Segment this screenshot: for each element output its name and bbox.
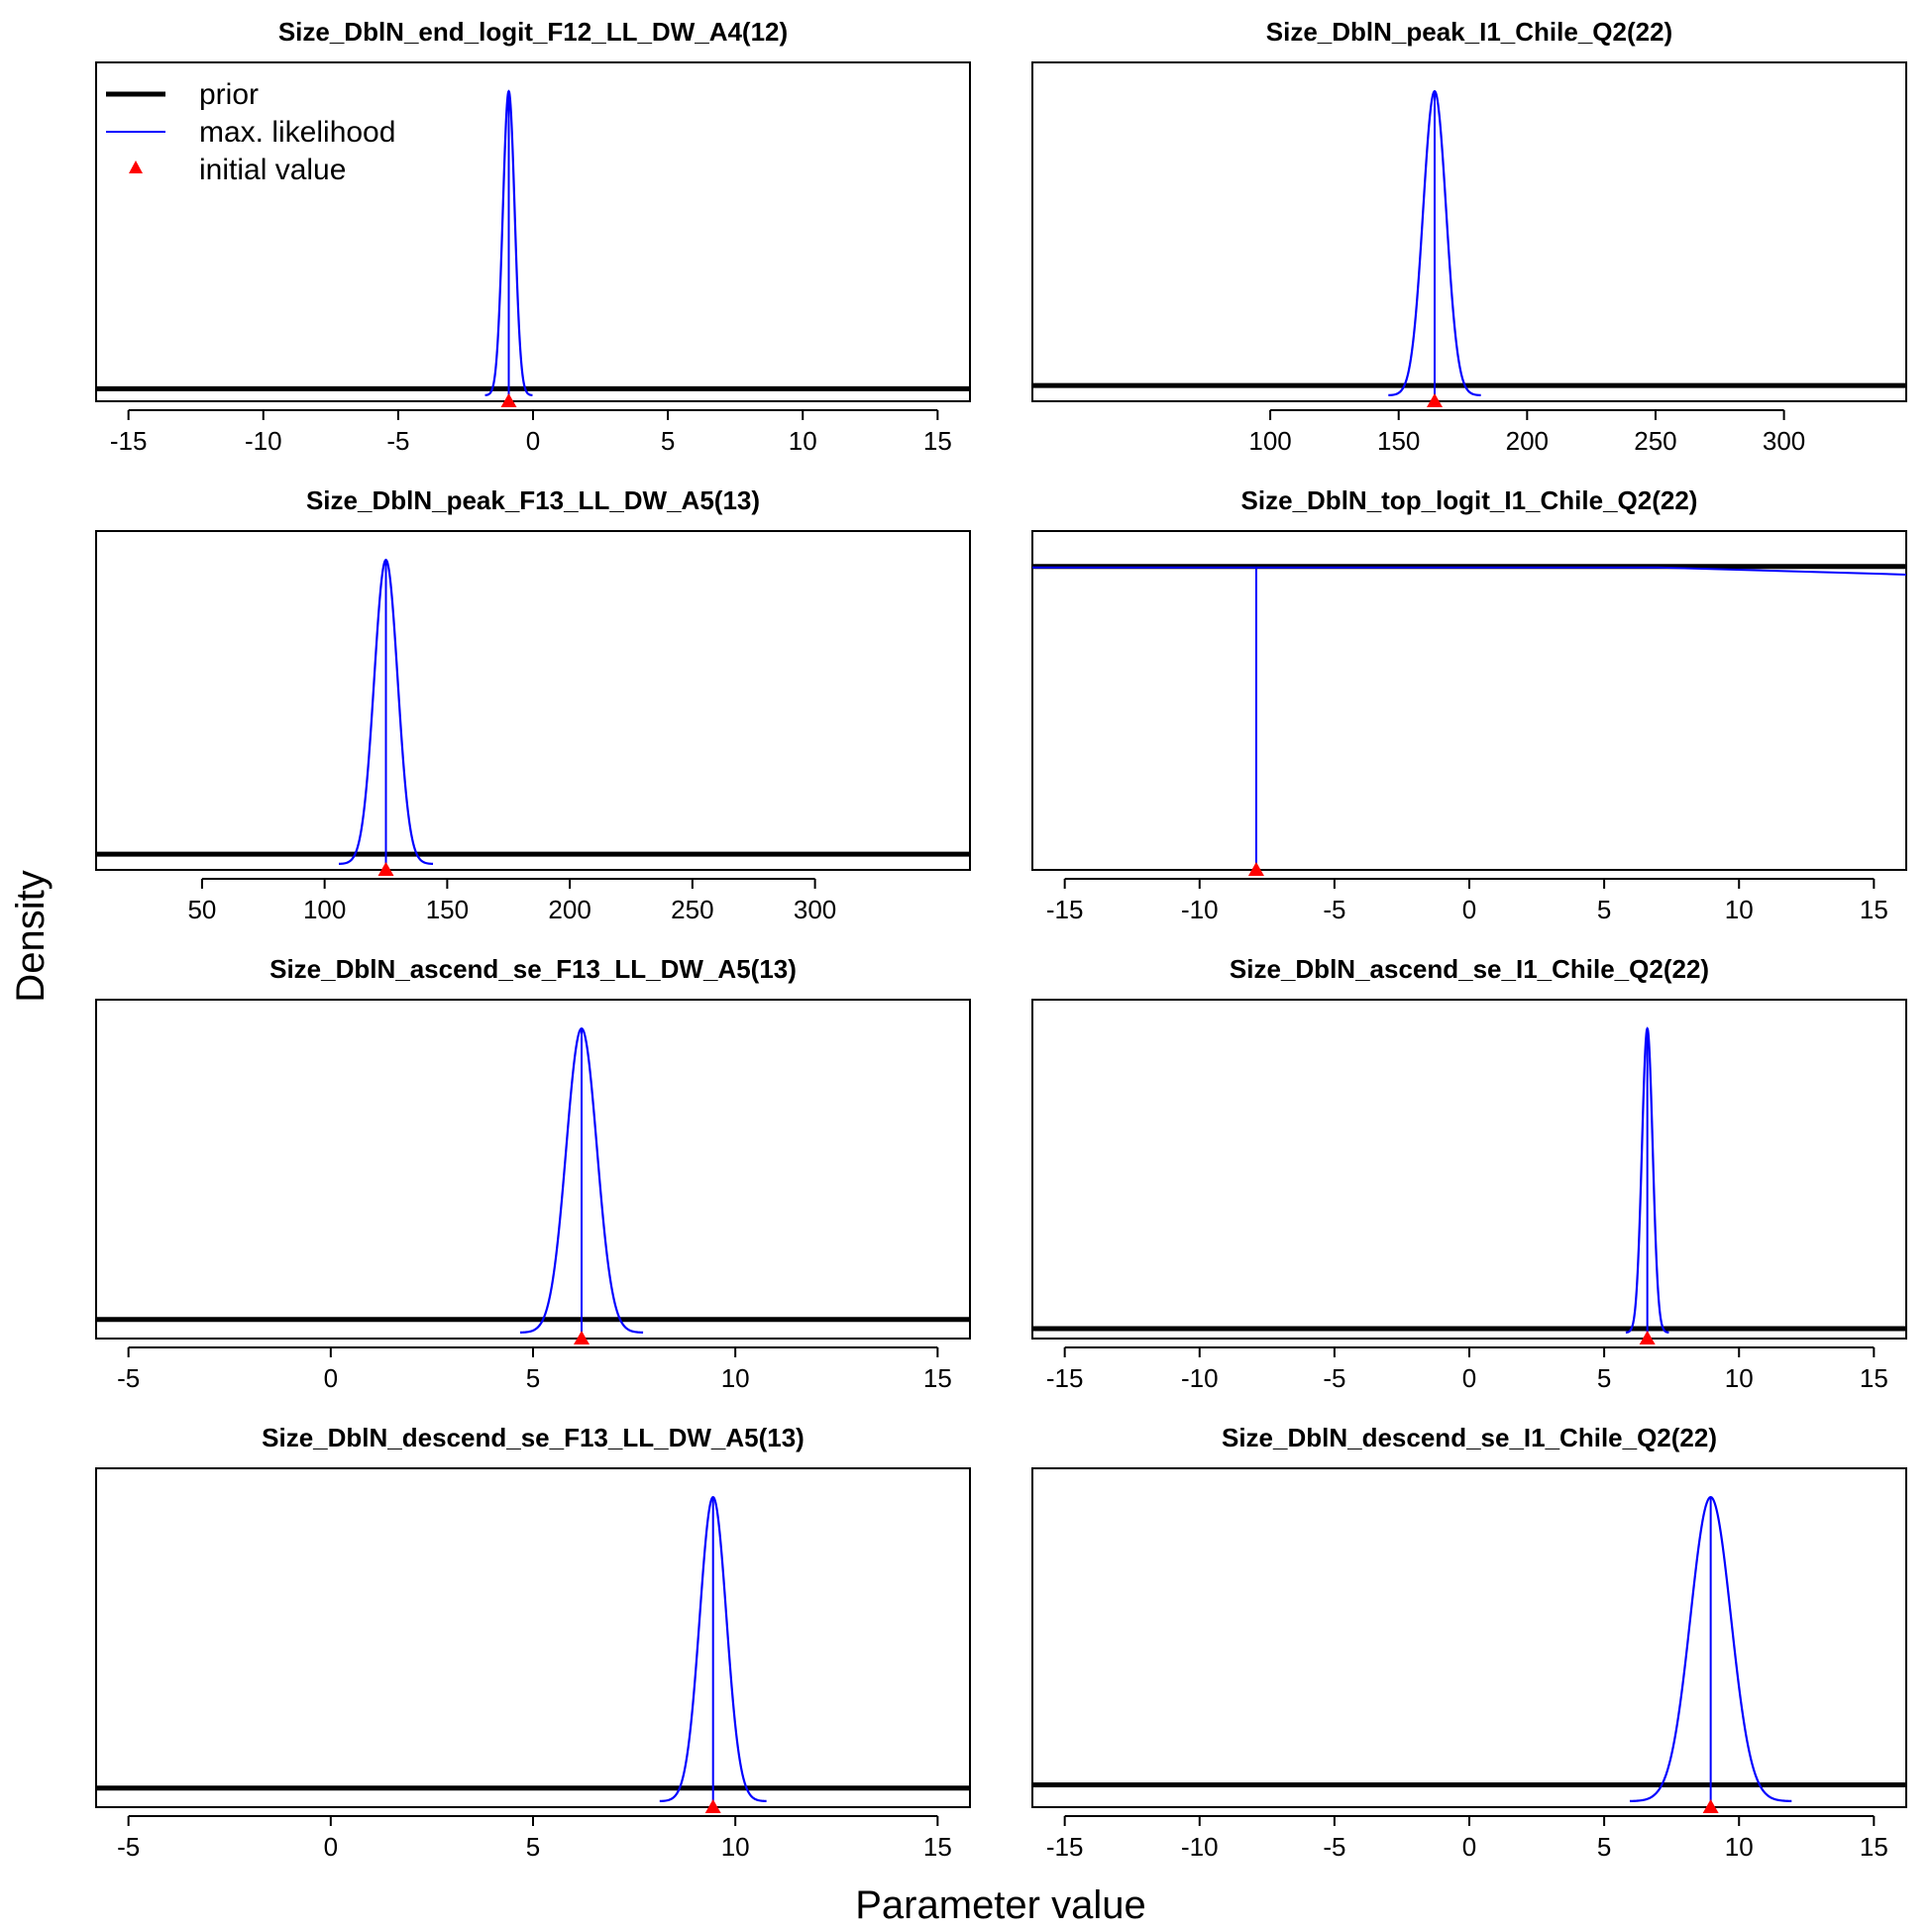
- x-tick-label: 100: [1248, 426, 1291, 456]
- max-likelihood-curve: [1032, 566, 1907, 576]
- plot-frame: [95, 1467, 971, 1808]
- x-tick-label: 5: [661, 426, 675, 456]
- plot-frame: [1031, 530, 1907, 871]
- plot-frame: [95, 999, 971, 1340]
- x-tick-label: 0: [324, 1363, 338, 1393]
- initial-value-marker: [1427, 393, 1443, 407]
- x-tick-label: 0: [526, 426, 540, 456]
- x-tick-label: 250: [671, 895, 713, 924]
- initial-value-marker: [704, 1799, 721, 1813]
- x-tick-label: -15: [1046, 895, 1084, 924]
- x-tick-label: 5: [1597, 895, 1611, 924]
- panel-3: Size_DblN_peak_F13_LL_DW_A5(13) 50 100 150 2…: [95, 485, 971, 924]
- panel-title: Size_DblN_top_logit_I1_Chile_Q2(22): [1241, 485, 1698, 515]
- initial-value-marker: [574, 1331, 590, 1344]
- legend-label: max. likelihood: [199, 116, 395, 149]
- x-tick-label: 10: [1725, 1363, 1754, 1393]
- x-tick-label: -10: [1181, 1363, 1219, 1393]
- panel-4: Size_DblN_top_logit_I1_Chile_Q2(22) -15 -1…: [1031, 485, 1907, 924]
- x-tick-label: 10: [721, 1363, 750, 1393]
- panel-8: Size_DblN_descend_se_I1_Chile_Q2(22) -15 -…: [1031, 1423, 1907, 1862]
- x-tick-label: -5: [117, 1363, 140, 1393]
- x-tick-label: -5: [386, 426, 409, 456]
- panel-title: Size_DblN_ascend_se_I1_Chile_Q2(22): [1230, 954, 1709, 984]
- x-tick-label: 0: [324, 1832, 338, 1862]
- initial-value-marker: [1702, 1799, 1719, 1813]
- panel-grid: Size_DblN_end_logit_F12_LL_DW_A4(12) -15 -…: [95, 17, 1907, 1862]
- initial-value-marker: [377, 862, 394, 876]
- x-tick-label: -15: [110, 426, 148, 456]
- y-axis-title: Density: [9, 870, 53, 1002]
- plot-frame: [1031, 999, 1907, 1340]
- panel-7: Size_DblN_descend_se_F13_LL_DW_A5(13) -5 0…: [95, 1423, 971, 1862]
- x-tick-label: 15: [923, 1363, 952, 1393]
- x-tick-label: 100: [303, 895, 346, 924]
- panel-title: Size_DblN_ascend_se_F13_LL_DW_A5(13): [269, 954, 797, 984]
- legend-initial-swatch: [129, 161, 143, 173]
- x-tick-label: -5: [1323, 1363, 1345, 1393]
- panel-title: Size_DblN_peak_F13_LL_DW_A5(13): [306, 485, 760, 515]
- x-axis-title: Parameter value: [855, 1883, 1145, 1927]
- x-tick-label: 10: [721, 1832, 750, 1862]
- panel-2: Size_DblN_peak_I1_Chile_Q2(22) 100 150 200 2…: [1031, 17, 1907, 456]
- x-tick-label: -15: [1046, 1363, 1084, 1393]
- x-tick-label: 150: [426, 895, 469, 924]
- x-tick-label: 10: [1725, 895, 1754, 924]
- x-tick-label: 15: [923, 1832, 952, 1862]
- x-tick-label: 300: [794, 895, 836, 924]
- initial-value-marker: [1639, 1331, 1656, 1344]
- x-tick-label: -5: [117, 1832, 140, 1862]
- x-tick-label: 150: [1377, 426, 1420, 456]
- x-tick-label: 50: [187, 895, 216, 924]
- x-tick-label: -5: [1323, 1832, 1345, 1862]
- x-tick-label: 0: [1462, 895, 1476, 924]
- initial-value-marker: [500, 393, 517, 407]
- x-tick-label: 15: [1860, 1363, 1888, 1393]
- plot-frame: [95, 61, 971, 402]
- plot-frame: [95, 530, 971, 871]
- panel-6: Size_DblN_ascend_se_I1_Chile_Q2(22) -15 -1…: [1031, 954, 1907, 1393]
- x-tick-label: 15: [1860, 1832, 1888, 1862]
- panel-title: Size_DblN_descend_se_F13_LL_DW_A5(13): [262, 1423, 805, 1452]
- x-tick-label: 300: [1763, 426, 1805, 456]
- x-tick-label: 250: [1634, 426, 1676, 456]
- panel-title: Size_DblN_peak_I1_Chile_Q2(22): [1266, 17, 1672, 47]
- x-tick-label: 15: [1860, 895, 1888, 924]
- x-tick-label: 5: [1597, 1832, 1611, 1862]
- x-tick-label: 200: [1506, 426, 1549, 456]
- legend-label: prior: [199, 78, 259, 111]
- plot-frame: [1031, 1467, 1907, 1808]
- panel-title: Size_DblN_descend_se_I1_Chile_Q2(22): [1222, 1423, 1717, 1452]
- panel-5: Size_DblN_ascend_se_F13_LL_DW_A5(13) -5 0 5…: [95, 954, 971, 1393]
- x-tick-label: -10: [1181, 1832, 1219, 1862]
- x-tick-label: 5: [526, 1363, 540, 1393]
- panel-1: Size_DblN_end_logit_F12_LL_DW_A4(12) -15 -…: [95, 17, 971, 456]
- x-tick-label: -10: [245, 426, 282, 456]
- legend-label: initial value: [199, 154, 346, 186]
- legend: prior max. likelihood initial value: [106, 78, 395, 186]
- plot-frame: [1031, 61, 1907, 402]
- x-tick-label: 10: [1725, 1832, 1754, 1862]
- x-tick-label: 0: [1462, 1832, 1476, 1862]
- x-tick-label: -5: [1323, 895, 1345, 924]
- x-tick-label: 5: [526, 1832, 540, 1862]
- x-tick-label: 15: [923, 426, 952, 456]
- x-tick-label: -15: [1046, 1832, 1084, 1862]
- x-tick-label: 200: [548, 895, 590, 924]
- panel-title: Size_DblN_end_logit_F12_LL_DW_A4(12): [278, 17, 788, 47]
- x-tick-label: 5: [1597, 1363, 1611, 1393]
- x-tick-label: 10: [789, 426, 817, 456]
- x-tick-label: -10: [1181, 895, 1219, 924]
- x-tick-label: 0: [1462, 1363, 1476, 1393]
- initial-value-marker: [1247, 862, 1264, 876]
